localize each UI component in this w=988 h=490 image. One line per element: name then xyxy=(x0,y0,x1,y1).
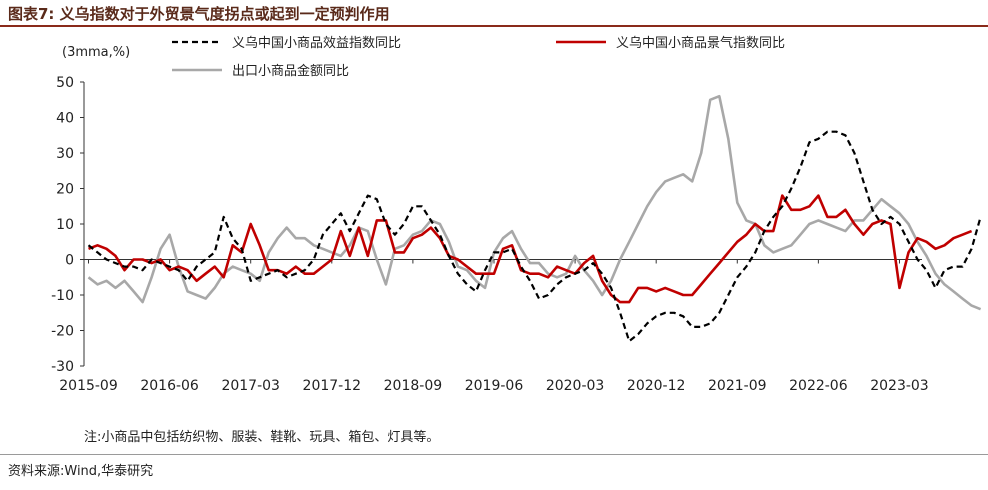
x-tick-label: 2015-09 xyxy=(59,378,118,394)
x-tick-label: 2023-03 xyxy=(870,378,929,394)
y-tick-label: -10 xyxy=(51,288,74,304)
series-line-3 xyxy=(87,94,982,311)
x-tick-label: 2017-03 xyxy=(221,378,280,394)
figure-title: 图表7: 义乌指数对于外贸景气度拐点或起到一定预判作用 xyxy=(8,5,390,23)
chart-axes: -30 -20 -10 0 10 20 30 40 50 2015-09 2016-06 2017-0… xyxy=(51,75,929,394)
x-tick-label: 2021-09 xyxy=(708,378,767,394)
x-tick-label: 2020-12 xyxy=(627,378,686,394)
legend-label-3: 出口小商品金额同比 xyxy=(232,63,349,79)
y-tick-label: 30 xyxy=(56,146,74,162)
x-tick-label: 2019-06 xyxy=(465,378,524,394)
series-line-1 xyxy=(87,130,982,343)
y-tick-label: -20 xyxy=(51,324,74,340)
y-tick-label: 0 xyxy=(65,253,74,269)
y-tick-label: 20 xyxy=(56,182,74,198)
x-tick-label: 2018-09 xyxy=(384,378,443,394)
title-divider xyxy=(0,25,988,27)
legend-label-1: 义乌中国小商品效益指数同比 xyxy=(232,35,401,51)
source-divider xyxy=(0,454,988,455)
chart-series-lines xyxy=(87,94,982,343)
footnote: 注:小商品中包括纺织物、服装、鞋靴、玩具、箱包、灯具等。 xyxy=(84,430,440,445)
x-tick-label: 2016-06 xyxy=(140,378,199,394)
y-unit-label: (3mma,%) xyxy=(62,45,130,60)
y-tick-label: 40 xyxy=(56,111,74,127)
y-tick-label: 10 xyxy=(56,217,74,233)
x-tick-label: 2020-03 xyxy=(546,378,605,394)
y-tick-label: -30 xyxy=(51,359,74,375)
x-tick-label: 2022-06 xyxy=(789,378,848,394)
line-chart: -30 -20 -10 0 10 20 30 40 50 2015-09 2016-06 2017-0… xyxy=(51,35,982,394)
x-tick-label: 2017-12 xyxy=(303,378,362,394)
series-line-2 xyxy=(88,194,973,304)
legend-label-2: 义乌中国小商品景气指数同比 xyxy=(616,35,785,51)
source-citation: 资料来源:Wind,华泰研究 xyxy=(8,464,154,479)
figure-header: 图表7: 义乌指数对于外贸景气度拐点或起到一定预判作用 xyxy=(0,0,988,27)
y-tick-label: 50 xyxy=(56,75,74,91)
